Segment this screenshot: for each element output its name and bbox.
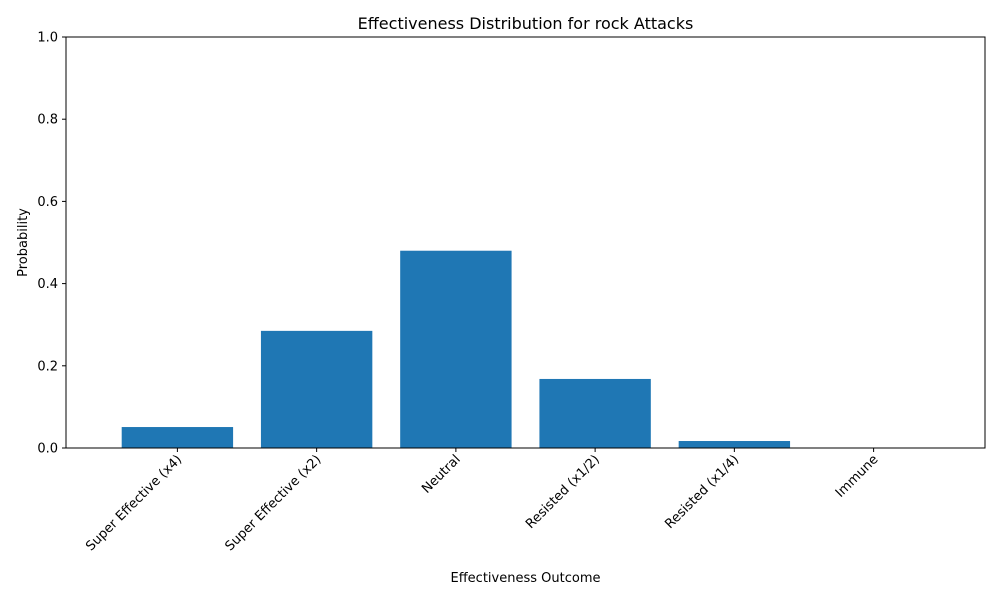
y-tick-label: 0.2: [37, 359, 58, 374]
x-tick-label: Resisted (x1/4): [662, 452, 742, 532]
y-tick-label: 0.0: [37, 442, 58, 457]
y-axis-ticks: 0.0 0.2 0.4 0.6 0.8 1.0: [37, 31, 66, 457]
x-tick-label: Resisted (x1/2): [523, 452, 603, 532]
bar-2: [400, 250, 512, 448]
y-tick-label: 0.4: [37, 277, 58, 292]
x-axis-label: Effectiveness Outcome: [451, 571, 601, 586]
bar-0: [121, 427, 234, 448]
y-tick-label: 0.6: [37, 195, 58, 210]
x-tick-label: Neutral: [419, 452, 464, 497]
y-tick-label: 0.8: [37, 113, 58, 128]
y-axis-label: Probability: [16, 208, 31, 277]
plot-frame: [65, 36, 986, 449]
x-tick-label: Super Effective (x4): [83, 452, 185, 554]
x-axis-ticks: Super Effective (x4) Super Effective (x2)…: [83, 448, 881, 554]
bar-4: [678, 441, 791, 448]
bar-1: [260, 330, 373, 448]
chart-title: Effectiveness Distribution for rock Atta…: [358, 14, 694, 33]
x-tick-label: Super Effective (x2): [223, 452, 325, 554]
x-tick-label: Immune: [833, 452, 882, 501]
bars-group: [121, 250, 791, 448]
y-tick-label: 1.0: [37, 31, 58, 46]
bar-3: [539, 378, 651, 448]
